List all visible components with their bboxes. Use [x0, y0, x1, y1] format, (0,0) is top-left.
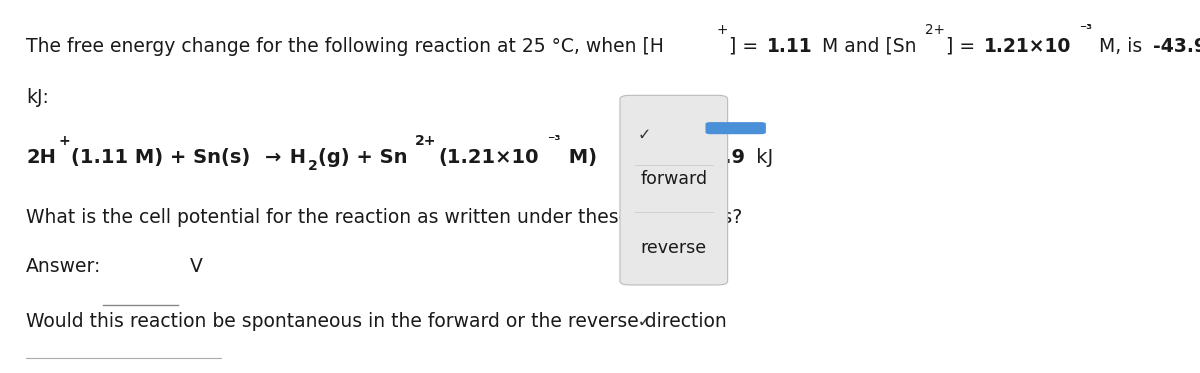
- Text: kJ: kJ: [750, 148, 773, 167]
- Text: →: →: [265, 148, 282, 167]
- Text: (g) + Sn: (g) + Sn: [318, 148, 408, 167]
- Text: ✓: ✓: [638, 128, 652, 143]
- Text: 2+: 2+: [925, 23, 944, 37]
- Text: The free energy change for the following reaction at 25 °C, when [H: The free energy change for the following…: [26, 37, 664, 56]
- FancyBboxPatch shape: [620, 95, 727, 285]
- Text: M, is: M, is: [1093, 37, 1148, 56]
- Text: Answer:: Answer:: [26, 257, 102, 276]
- Text: ✓: ✓: [632, 313, 652, 331]
- Text: 2+: 2+: [415, 134, 437, 148]
- Text: ] =: ] =: [728, 37, 763, 56]
- Text: ⁻³: ⁻³: [547, 134, 560, 148]
- Text: ⁻³: ⁻³: [1079, 23, 1092, 37]
- Text: 1.21×10: 1.21×10: [984, 37, 1072, 56]
- Text: kJ:: kJ:: [26, 88, 49, 107]
- Text: +: +: [59, 134, 71, 148]
- Text: M and [Sn: M and [Sn: [816, 37, 917, 56]
- Text: 1.11: 1.11: [767, 37, 812, 56]
- Text: -43.9: -43.9: [1153, 37, 1200, 56]
- Text: (1.11 M) + Sn(s): (1.11 M) + Sn(s): [71, 148, 251, 167]
- Text: 2: 2: [308, 159, 318, 173]
- Text: -43.9: -43.9: [689, 148, 745, 167]
- Text: 2H: 2H: [26, 148, 56, 167]
- Text: (1.21×10: (1.21×10: [438, 148, 539, 167]
- Text: +: +: [716, 23, 727, 37]
- Text: Would this reaction be spontaneous in the forward or the reverse direction: Would this reaction be spontaneous in th…: [26, 312, 727, 331]
- Text: What is the cell potential for the reaction as written under these conditions?: What is the cell potential for the react…: [26, 208, 743, 227]
- Text: forward: forward: [641, 170, 707, 188]
- Text: V: V: [191, 257, 203, 276]
- Text: ΔG =: ΔG =: [600, 148, 683, 167]
- FancyBboxPatch shape: [706, 122, 766, 134]
- Text: reverse: reverse: [641, 239, 707, 257]
- Text: H: H: [283, 148, 306, 167]
- Text: ] =: ] =: [947, 37, 982, 56]
- Text: M): M): [562, 148, 596, 167]
